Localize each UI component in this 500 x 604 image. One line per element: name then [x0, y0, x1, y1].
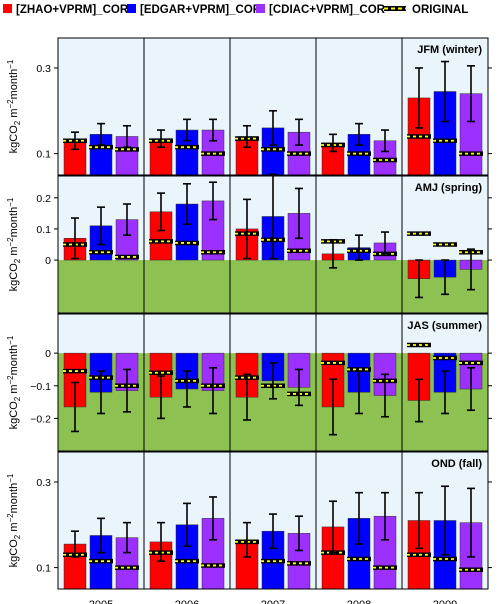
panel-3: 0.1 0.3 OND (fall) kgCO2 m−2month−1	[6, 451, 492, 590]
panel-0: 0.1 0.3 JFM (winter) kgCO2 m−2month−1	[6, 37, 492, 176]
y-label-sup2: −1	[6, 335, 15, 345]
y-label-unit: kgCO	[8, 125, 20, 154]
y-label-unit: kgCO	[8, 401, 20, 430]
y-tick-label: 0.1	[36, 224, 51, 236]
y-label-sup1: −2	[6, 237, 15, 247]
y-axis-label: kgCO2 m−2month−1	[6, 59, 22, 153]
legend-label-original: ORIGINAL	[412, 4, 468, 16]
y-label-sup1: −2	[6, 99, 15, 109]
y-label-sub: 2	[13, 258, 22, 263]
panel-title: AMJ (spring)	[415, 182, 483, 194]
panel-title: JFM (winter)	[417, 44, 482, 56]
x-axis: 2005 2006 2007 2008 2009	[89, 599, 457, 604]
y-axis-label: kgCO2 m−2month−1	[6, 473, 22, 567]
y-label-tail: month	[8, 207, 20, 238]
y-tick-label: 0.3	[36, 63, 51, 75]
legend-label-cdiac: [CDIAC+VPRM]_COR	[269, 4, 386, 16]
y-tick-label: −0.2	[30, 413, 51, 425]
panel-frame	[57, 313, 489, 452]
y-label-sup2: −1	[6, 197, 15, 207]
panel-title: OND (fall)	[431, 458, 482, 470]
y-label-sup1: −2	[6, 375, 15, 385]
y-label-mid: m	[8, 523, 20, 535]
legend-label-zhao: [ZHAO+VPRM]_COR	[16, 4, 129, 16]
y-tick-label: 0.2	[36, 193, 51, 205]
y-tick-label: 0.3	[36, 477, 51, 489]
legend-label-edgar: [EDGAR+VPRM]_COR	[140, 4, 262, 16]
y-tick-label: 0	[45, 255, 51, 267]
x-tick-label: 2006	[175, 599, 199, 604]
legend-item-cdiac: [CDIAC+VPRM]_COR	[256, 4, 386, 16]
panel-1: 0 0.1 0.2 AMJ (spring) kgCO2 m−2month−1	[6, 173, 492, 314]
y-tick-label: 0.1	[36, 149, 51, 161]
legend-item-zhao: [ZHAO+VPRM]_COR	[3, 4, 129, 16]
y-label-sup1: −2	[6, 513, 15, 523]
legend-item-original: ORIGINAL	[384, 4, 468, 16]
y-tick-label: 0	[45, 348, 51, 360]
y-label-sup2: −1	[6, 473, 15, 483]
y-label-mid: m	[8, 247, 20, 259]
panel-2: −0.2 −0.1 0 JAS (summer) kgCO2 m−2month−1	[6, 313, 492, 452]
y-label-mid: m	[8, 109, 20, 121]
y-label-tail: month	[8, 483, 20, 514]
x-tick-label: 2009	[433, 599, 457, 604]
y-label-sub: 2	[13, 120, 22, 125]
x-tick-label: 2008	[347, 599, 371, 604]
panel-frame	[57, 451, 489, 590]
legend-swatch-cdiac	[256, 4, 265, 13]
y-tick-label: −0.1	[30, 381, 51, 393]
y-label-tail: month	[8, 69, 20, 100]
y-axis-label: kgCO2 m−2month−1	[6, 335, 22, 429]
legend: [ZHAO+VPRM]_COR [EDGAR+VPRM]_COR [CDIAC+…	[3, 4, 468, 16]
y-tick-label: 0.1	[36, 563, 51, 575]
y-label-unit: kgCO	[8, 539, 20, 568]
y-axis-label: kgCO2 m−2month−1	[6, 197, 22, 291]
y-label-tail: month	[8, 345, 20, 376]
y-label-sub: 2	[13, 396, 22, 401]
y-label-unit: kgCO	[8, 263, 20, 292]
x-tick-label: 2007	[261, 599, 285, 604]
x-tick-label: 2005	[89, 599, 113, 604]
y-label-sub: 2	[13, 534, 22, 539]
legend-item-edgar: [EDGAR+VPRM]_COR	[127, 4, 262, 16]
panel-frame	[57, 175, 489, 314]
panel-title: JAS (summer)	[407, 320, 482, 332]
y-label-mid: m	[8, 385, 20, 397]
legend-swatch-edgar	[127, 4, 136, 13]
y-label-sup2: −1	[6, 59, 15, 69]
legend-swatch-zhao	[3, 4, 12, 13]
